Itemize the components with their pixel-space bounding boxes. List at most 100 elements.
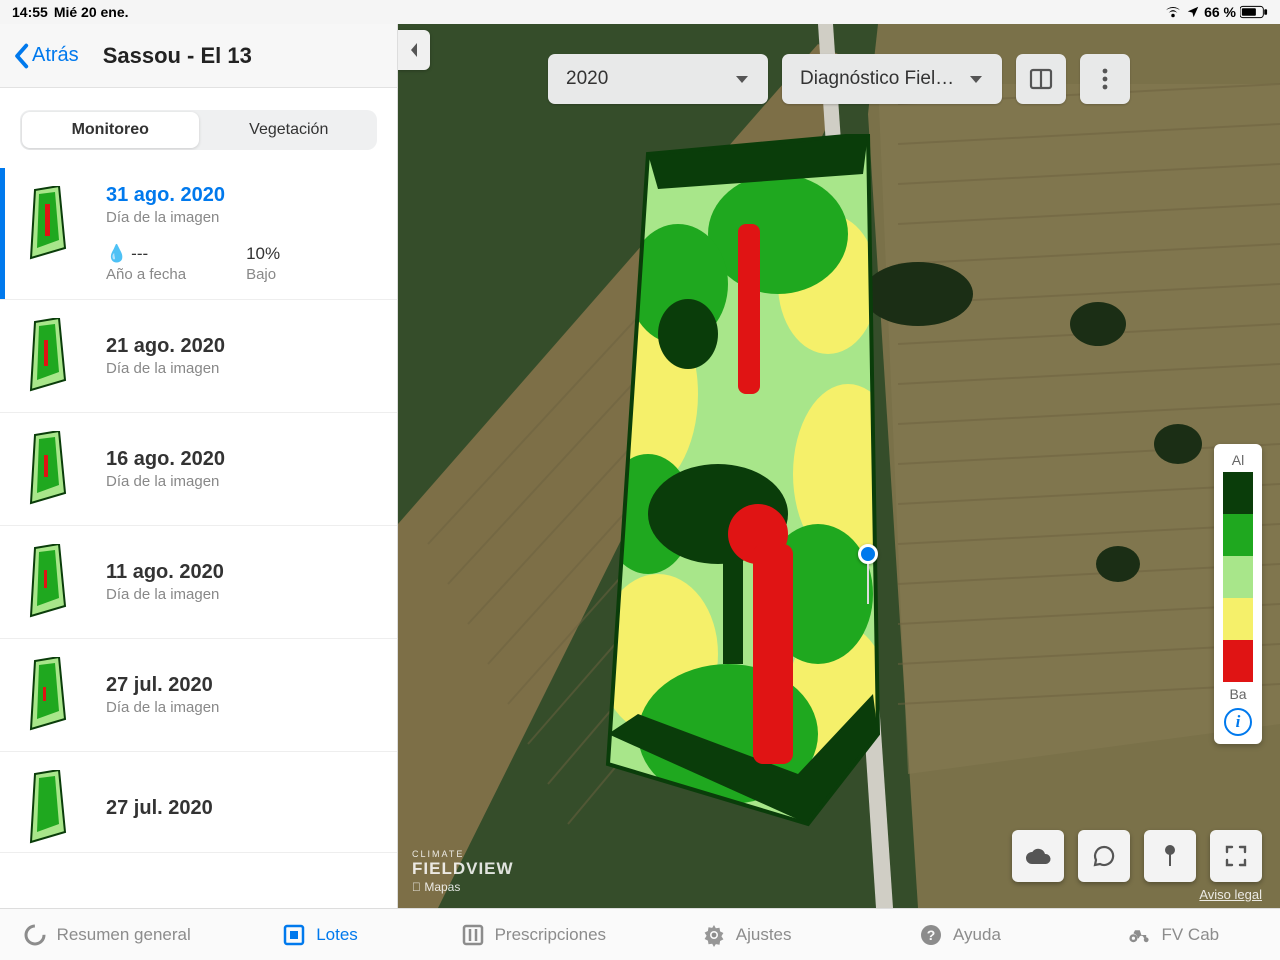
legend-swatch [1223,598,1253,640]
layer-selector[interactable]: Diagnóstico Fiel… [782,54,1002,104]
chevron-left-icon [408,41,420,59]
bottom-nav: Resumen general Lotes Prescripciones Aju… [0,908,1280,960]
summary-icon [23,923,47,947]
fullscreen-icon [1224,844,1248,868]
rain-value: --- [131,244,148,264]
rain-label: Año a fecha [106,266,186,283]
cloud-icon [1024,846,1052,866]
sidebar-header: Atrás Sassou - El 13 [0,24,397,88]
cloud-value: 10% [246,244,280,264]
image-sub: Día de la imagen [106,699,379,716]
image-row[interactable]: 16 ago. 2020 Día de la imagen [0,413,397,526]
nav-label: Ayuda [953,925,1001,945]
chevron-left-icon [12,43,30,69]
chat-icon [1092,844,1116,868]
gear-icon [702,923,726,947]
nav-settings[interactable]: Ajustes [640,909,853,960]
sidebar: Atrás Sassou - El 13 Monitoreo Vegetació… [0,24,398,908]
field-thumb-icon [18,768,76,848]
collapse-sidebar-button[interactable] [398,30,430,70]
map-watermark: CLIMATE FIELDVIEW  Mapas [412,850,514,894]
tab-monitoring[interactable]: Monitoreo [22,112,199,148]
layer-value: Diagnóstico Fiel… [800,68,954,90]
nav-label: Prescripciones [495,925,607,945]
nav-lots[interactable]: Lotes [213,909,426,960]
tab-vegetation[interactable]: Vegetación [201,110,378,150]
field-thumb-icon [18,316,76,396]
rx-icon [461,923,485,947]
field-thumb-icon [18,429,76,509]
chevron-down-icon [968,71,984,87]
field-thumb-icon [18,542,76,622]
tractor-icon [1127,923,1151,947]
map-tools [1012,830,1262,882]
ios-status-bar: 14:55 Mié 20 ene. 66 % [0,0,1280,24]
svg-text:?: ? [927,927,936,943]
image-date: 21 ago. 2020 [106,335,379,358]
fullscreen-button[interactable] [1210,830,1262,882]
nav-label: Lotes [316,925,358,945]
nav-fvcab[interactable]: FV Cab [1067,909,1280,960]
image-sub: Día de la imagen [106,586,379,603]
image-date: 27 jul. 2020 [106,797,379,820]
image-row[interactable]: 21 ago. 2020 Día de la imagen [0,300,397,413]
lots-icon [282,923,306,947]
more-vertical-icon [1102,68,1108,90]
image-date: 27 jul. 2020 [106,674,379,697]
image-sub: Día de la imagen [106,209,379,226]
status-battery-pct: 66 % [1204,4,1236,20]
field-thumb-icon [18,655,76,735]
back-label: Atrás [32,44,79,67]
location-pin[interactable] [858,544,878,604]
field-thumb-icon [18,184,76,264]
nav-help[interactable]: ? Ayuda [853,909,1066,960]
image-date: 11 ago. 2020 [106,561,379,584]
tab-segment: Monitoreo Vegetación [20,110,377,150]
status-time: 14:55 [12,4,48,20]
pin-head-icon [858,544,878,564]
image-date: 16 ago. 2020 [106,448,379,471]
help-icon: ? [919,923,943,947]
map-pane[interactable]: 2020 Diagnóstico Fiel… Al [398,24,1280,908]
year-selector[interactable]: 2020 [548,54,768,104]
year-value: 2020 [566,68,608,90]
annotation-button[interactable] [1078,830,1130,882]
location-icon [1186,5,1200,19]
tab-segment-wrap: Monitoreo Vegetación [0,88,397,168]
image-list[interactable]: 31 ago. 2020 Día de la imagen 💧--- Año a… [0,168,397,908]
legend-top-label: Al [1232,452,1244,468]
nav-label: Resumen general [57,925,191,945]
status-date: Mié 20 ene. [54,4,129,20]
image-row[interactable]: 27 jul. 2020 [0,752,397,853]
split-icon [1028,66,1054,92]
nav-label: FV Cab [1161,925,1219,945]
pin-icon [1162,844,1178,868]
pin-button[interactable] [1144,830,1196,882]
image-row[interactable]: 27 jul. 2020 Día de la imagen [0,639,397,752]
watermark-big: FIELDVIEW [412,860,514,879]
legend-strip [1223,472,1253,682]
legend: Al Ba i [1214,444,1262,744]
image-row[interactable]: 31 ago. 2020 Día de la imagen 💧--- Año a… [0,168,397,300]
image-sub: Día de la imagen [106,360,379,377]
wifi-icon [1164,5,1182,19]
cloud-label: Bajo [246,266,280,283]
legend-info-button[interactable]: i [1224,708,1252,736]
legend-swatch [1223,556,1253,598]
nav-summary[interactable]: Resumen general [0,909,213,960]
pin-stick [867,564,869,604]
split-view-button[interactable] [1016,54,1066,104]
nav-prescriptions[interactable]: Prescripciones [427,909,640,960]
image-row[interactable]: 11 ago. 2020 Día de la imagen [0,526,397,639]
watermark-maps:  Mapas [412,881,514,894]
image-date: 31 ago. 2020 [106,184,379,207]
nav-label: Ajustes [736,925,792,945]
map-top-controls: 2020 Diagnóstico Fiel… [398,54,1280,104]
back-button[interactable]: Atrás [12,43,79,69]
legal-link[interactable]: Aviso legal [1199,887,1262,902]
battery-icon [1240,5,1268,19]
cloud-filter-button[interactable] [1012,830,1064,882]
more-menu-button[interactable] [1080,54,1130,104]
legend-swatch [1223,514,1253,556]
legend-bottom-label: Ba [1229,686,1246,702]
